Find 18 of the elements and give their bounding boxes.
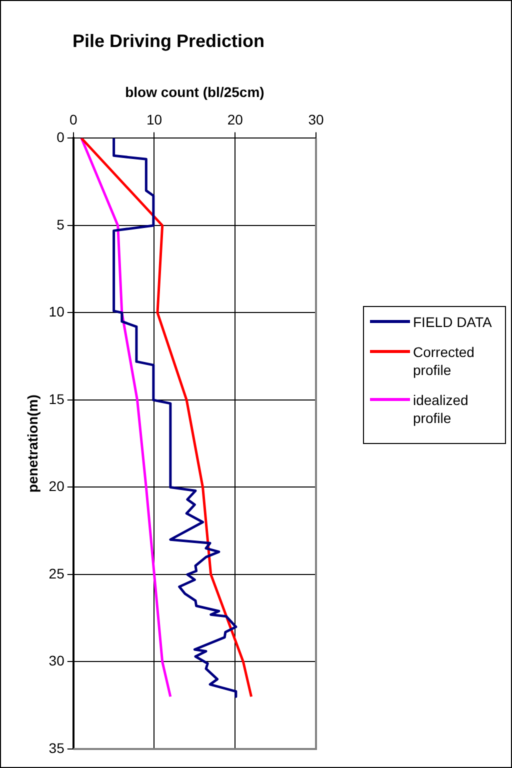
y-tick-label: 20 bbox=[48, 478, 65, 494]
x-axis-title: blow count (bl/25cm) bbox=[125, 84, 264, 100]
y-tick-label: 10 bbox=[48, 304, 65, 320]
chart-title: Pile Driving Prediction bbox=[72, 30, 265, 51]
y-tick-label: 25 bbox=[48, 565, 65, 582]
y-tick-label: 0 bbox=[56, 129, 65, 146]
x-tick-label: 10 bbox=[146, 112, 162, 128]
legend-label: Corrected profile bbox=[413, 343, 476, 379]
x-tick-label: 0 bbox=[69, 112, 78, 128]
y-tick-label: 35 bbox=[48, 740, 65, 756]
legend-label: FIELD DATA bbox=[413, 313, 492, 331]
y-tick-label: 5 bbox=[56, 216, 65, 232]
y-tick-label: 30 bbox=[48, 652, 65, 669]
y-tick-label: 15 bbox=[48, 390, 65, 407]
x-tick-label: 30 bbox=[308, 112, 324, 128]
x-tick-label: 20 bbox=[227, 112, 244, 128]
legend-label: idealized profile bbox=[413, 391, 470, 427]
y-axis-title: penetration(m) bbox=[24, 394, 40, 493]
